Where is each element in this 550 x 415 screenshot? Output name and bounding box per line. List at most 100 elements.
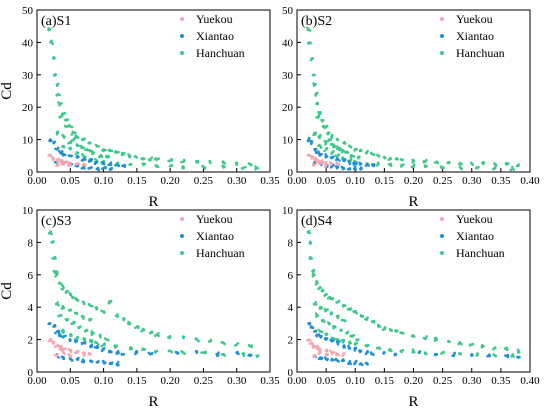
data-point (77, 155, 80, 158)
data-point (365, 361, 368, 365)
panel-label: (a)S1 (41, 14, 71, 29)
data-point (425, 165, 429, 168)
data-point (116, 315, 119, 318)
data-point (57, 334, 61, 338)
data-point (383, 156, 386, 159)
data-point (221, 340, 224, 344)
data-point (181, 166, 184, 170)
data-point (256, 166, 260, 170)
data-point (389, 157, 393, 160)
data-point (64, 347, 67, 350)
data-point (84, 164, 87, 168)
data-point (337, 360, 340, 363)
legend-marker (180, 234, 184, 238)
data-point (332, 325, 335, 328)
data-point (57, 332, 61, 335)
data-point (208, 159, 211, 163)
data-point (316, 116, 320, 119)
y-tick-label: 50 (282, 5, 294, 17)
data-point (57, 314, 61, 318)
data-point (319, 111, 322, 114)
data-point (76, 136, 80, 139)
plot-frame (36, 209, 271, 373)
data-point (83, 351, 86, 355)
data-point (389, 164, 393, 168)
data-point (353, 349, 357, 352)
legend-label: Hanchuan (456, 46, 505, 60)
data-point (51, 158, 55, 161)
data-point (203, 167, 207, 170)
data-point (364, 352, 368, 356)
data-point (73, 137, 76, 140)
data-point (54, 147, 57, 151)
x-tick-label: 0.20 (404, 375, 424, 387)
legend-marker (180, 34, 184, 38)
data-point (353, 159, 356, 163)
data-point (121, 164, 124, 168)
x-tick-label: 0.10 (346, 175, 366, 187)
data-point (67, 353, 70, 357)
data-point (332, 150, 335, 153)
data-point (325, 333, 329, 336)
data-point (57, 304, 60, 307)
data-point (90, 339, 94, 342)
data-point (400, 165, 403, 168)
data-point (54, 275, 57, 278)
data-point (372, 153, 376, 156)
data-point (113, 346, 117, 349)
data-point (307, 136, 311, 140)
data-point (53, 74, 56, 77)
data-point (346, 330, 350, 334)
data-point (98, 155, 101, 159)
data-point (400, 350, 403, 354)
data-point (180, 350, 183, 353)
data-point (311, 269, 315, 273)
data-point (81, 300, 85, 304)
data-point (376, 323, 380, 327)
data-point (399, 331, 402, 335)
legend-label: Hanchuan (456, 246, 505, 260)
data-point (114, 163, 118, 167)
panel-label: (b)S2 (301, 14, 332, 29)
data-point (440, 352, 443, 355)
data-point (312, 163, 316, 166)
data-point (51, 241, 54, 244)
data-point (240, 167, 244, 170)
data-point (100, 344, 104, 348)
data-point (352, 163, 356, 166)
data-point (324, 336, 327, 340)
x-tick-label: 0.05 (61, 175, 81, 187)
data-point (61, 112, 65, 115)
data-point (366, 149, 369, 153)
data-point (358, 163, 362, 166)
data-point (76, 151, 80, 155)
data-point (343, 346, 347, 349)
data-point (306, 139, 310, 143)
series-hanchuan (47, 230, 260, 359)
data-point (492, 353, 496, 357)
data-point (378, 347, 382, 351)
data-point (364, 164, 368, 167)
data-point (107, 302, 111, 305)
data-point (196, 160, 200, 163)
data-point (68, 355, 72, 358)
data-point (120, 153, 124, 157)
data-point (309, 154, 312, 157)
data-point (353, 343, 357, 346)
data-point (318, 307, 322, 310)
data-point (411, 158, 415, 162)
data-point (347, 344, 350, 348)
data-point (59, 314, 63, 317)
data-point (69, 293, 73, 296)
data-point (310, 142, 313, 146)
data-point (48, 139, 52, 143)
data-point (329, 166, 333, 169)
data-point (319, 349, 322, 353)
data-point (105, 154, 108, 158)
data-point (91, 152, 95, 155)
data-point (453, 351, 457, 355)
data-point (128, 163, 131, 167)
data-point (312, 355, 316, 359)
legend-label: Yuekou (456, 12, 493, 26)
data-point (65, 118, 69, 121)
